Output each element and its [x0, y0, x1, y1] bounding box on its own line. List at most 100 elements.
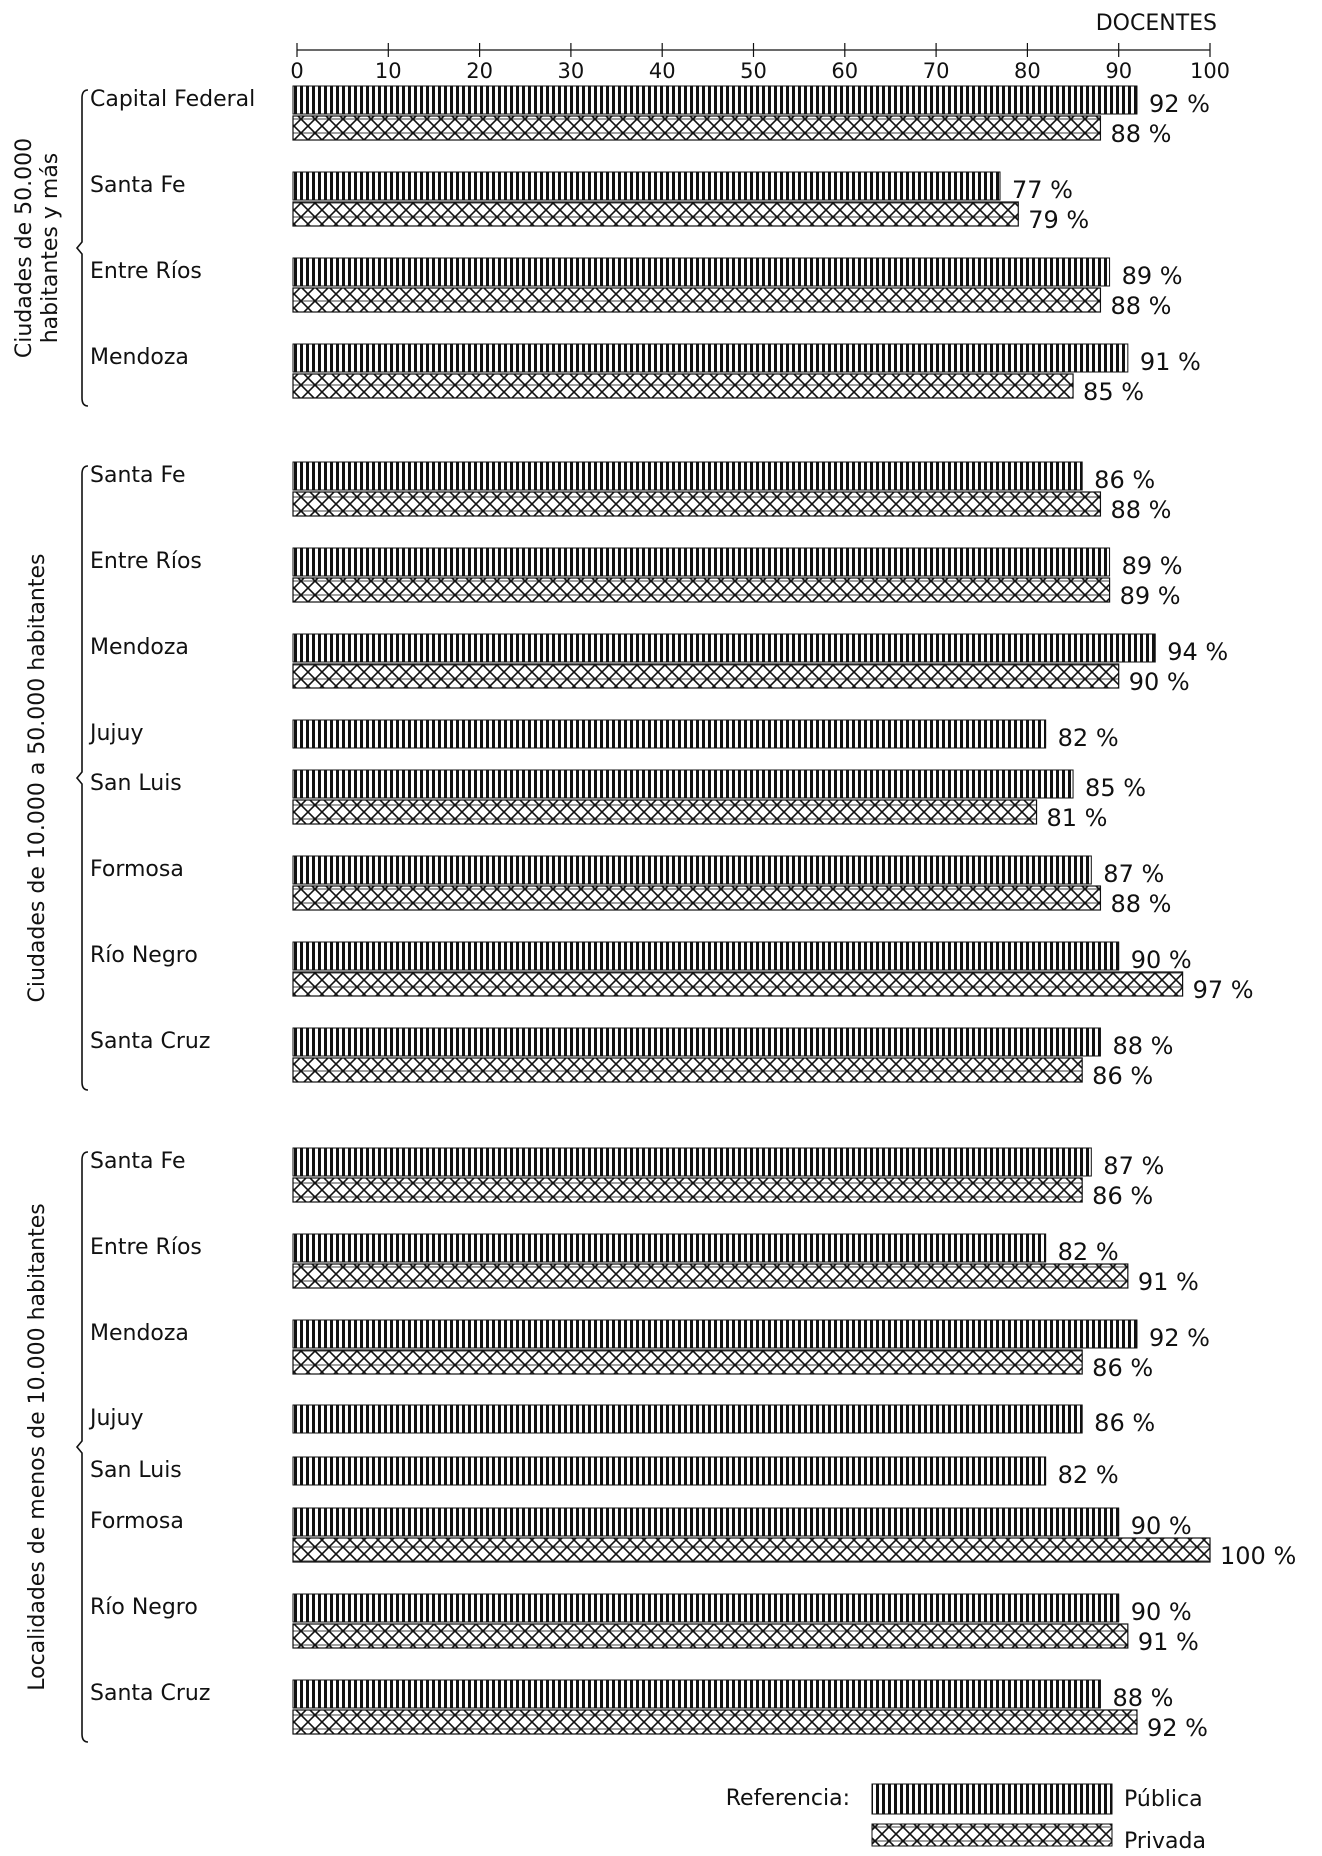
x-tick-label: 30 — [558, 59, 585, 83]
value-label-publica: 85 % — [1085, 774, 1146, 802]
row: Mendoza 94 %90 % — [90, 633, 1228, 696]
row: Jujuy 82 % — [88, 719, 1119, 752]
bar-privada — [292, 1057, 1083, 1083]
bar-publica — [292, 855, 1092, 885]
x-tick-label: 90 — [1105, 59, 1132, 83]
x-tick-label: 40 — [649, 59, 676, 83]
row: Río Negro 90 %97 % — [90, 941, 1254, 1004]
row: Santa Cruz 88 %92 % — [90, 1679, 1208, 1742]
row-label: Entre Ríos — [90, 259, 202, 284]
row: Capital Federal 92 %88 % — [90, 85, 1210, 148]
value-label-publica: 91 % — [1140, 348, 1201, 376]
bar-publica — [292, 1233, 1047, 1263]
legend-swatch — [871, 1783, 1113, 1815]
row-label: Capital Federal — [90, 87, 255, 112]
value-label-publica: 94 % — [1167, 638, 1228, 666]
value-label-publica: 88 % — [1112, 1684, 1173, 1712]
x-tick-label: 80 — [1014, 59, 1041, 83]
bar-privada — [292, 287, 1102, 313]
value-label-privada: 92 % — [1147, 1714, 1208, 1742]
row-label: San Luis — [90, 1458, 182, 1483]
x-axis: 0 10 20 30 40 50 60 70 80 90 100 — [290, 43, 1230, 83]
value-label-privada: 88 % — [1110, 890, 1171, 918]
bar-publica — [292, 769, 1074, 799]
row: Entre Ríos 89 %88 % — [90, 257, 1183, 320]
row: Jujuy 86 % — [88, 1404, 1155, 1437]
axis-title: DOCENTES — [1096, 11, 1217, 36]
row-label: Santa Fe — [90, 463, 185, 488]
row-label: Santa Fe — [90, 1149, 185, 1174]
bar-publica — [292, 1027, 1101, 1057]
value-label-publica: 92 % — [1149, 90, 1210, 118]
bar-publica — [292, 633, 1156, 663]
bar-privada — [292, 1537, 1211, 1563]
row-label: Jujuy — [88, 1406, 144, 1431]
bar-publica — [292, 1319, 1138, 1349]
bar-publica — [292, 547, 1111, 577]
bar-privada — [292, 971, 1184, 997]
bar-privada — [292, 201, 1019, 227]
row-label: Formosa — [90, 1509, 184, 1534]
row: Formosa 87 %88 % — [90, 855, 1171, 918]
value-label-privada: 91 % — [1138, 1628, 1199, 1656]
bar-publica — [292, 343, 1129, 373]
row: Formosa 90 % 100 % — [90, 1507, 1296, 1570]
value-label-publica: 86 % — [1094, 1409, 1155, 1437]
value-label-privada: 88 % — [1110, 292, 1171, 320]
x-tick-label: 20 — [466, 59, 493, 83]
bar-publica — [292, 171, 1001, 201]
bar-privada — [292, 1263, 1129, 1289]
row-label: Formosa — [90, 857, 184, 882]
value-label-publica: 89 % — [1122, 552, 1183, 580]
row: San Luis 85 %81 % — [90, 769, 1146, 832]
x-tick-label: 50 — [740, 59, 767, 83]
legend-label: Pública — [1124, 1787, 1203, 1812]
value-label-privada: 97 % — [1193, 976, 1254, 1004]
value-label-publica: 86 % — [1094, 466, 1155, 494]
bar-publica — [292, 941, 1120, 971]
row-label: Río Negro — [90, 1595, 198, 1620]
value-label-publica: 82 % — [1058, 724, 1119, 752]
x-tick-label: 100 — [1190, 59, 1230, 83]
value-label-publica: 88 % — [1112, 1032, 1173, 1060]
value-label-publica: 90 % — [1131, 1512, 1192, 1540]
value-label-privada: 91 % — [1138, 1268, 1199, 1296]
value-label-privada: 86 % — [1092, 1354, 1153, 1382]
x-tick-label: 10 — [375, 59, 402, 83]
row-label: Santa Fe — [90, 173, 185, 198]
group-1: Capital Federal 92 %88 %Santa Fe 77 %79 %E… — [12, 85, 1210, 407]
row-label: Jujuy — [88, 721, 144, 746]
group-3: Santa Fe 87 %86 %Entre Ríos 82 %91 %Mendoz… — [25, 1147, 1296, 1743]
row: Santa Fe 87 %86 % — [90, 1147, 1164, 1210]
x-tick-label: 60 — [831, 59, 858, 83]
group-brace — [75, 1151, 89, 1743]
bar-privada — [292, 115, 1102, 141]
x-tick-label: 70 — [923, 59, 950, 83]
value-label-publica: 77 % — [1012, 176, 1073, 204]
bar-privada — [292, 491, 1102, 517]
value-label-privada: 89 % — [1120, 582, 1181, 610]
row-label: Río Negro — [90, 943, 198, 968]
value-label-publica: 82 % — [1058, 1461, 1119, 1489]
group-label: Ciudades de 50.000 — [12, 138, 37, 358]
bar-privada — [292, 1623, 1129, 1649]
value-label-privada: 85 % — [1083, 378, 1144, 406]
value-label-privada: 88 % — [1110, 120, 1171, 148]
bar-publica — [292, 719, 1047, 749]
group-brace — [75, 465, 89, 1091]
value-label-privada: 100 % — [1220, 1542, 1296, 1570]
bar-privada — [292, 663, 1120, 689]
row: Río Negro 90 %91 % — [90, 1593, 1199, 1656]
row-label: Mendoza — [90, 635, 189, 660]
row-label: Santa Cruz — [90, 1029, 210, 1054]
value-label-privada: 88 % — [1110, 496, 1171, 524]
bar-publica — [292, 1456, 1047, 1486]
value-label-publica: 90 % — [1131, 946, 1192, 974]
row: Entre Ríos 89 %89 % — [90, 547, 1183, 610]
bar-privada — [292, 885, 1102, 911]
legend-swatch — [871, 1823, 1113, 1847]
bar-publica — [292, 85, 1138, 115]
value-label-privada: 86 % — [1092, 1182, 1153, 1210]
value-label-privada: 90 % — [1129, 668, 1190, 696]
row: Santa Fe 86 %88 % — [90, 461, 1171, 524]
